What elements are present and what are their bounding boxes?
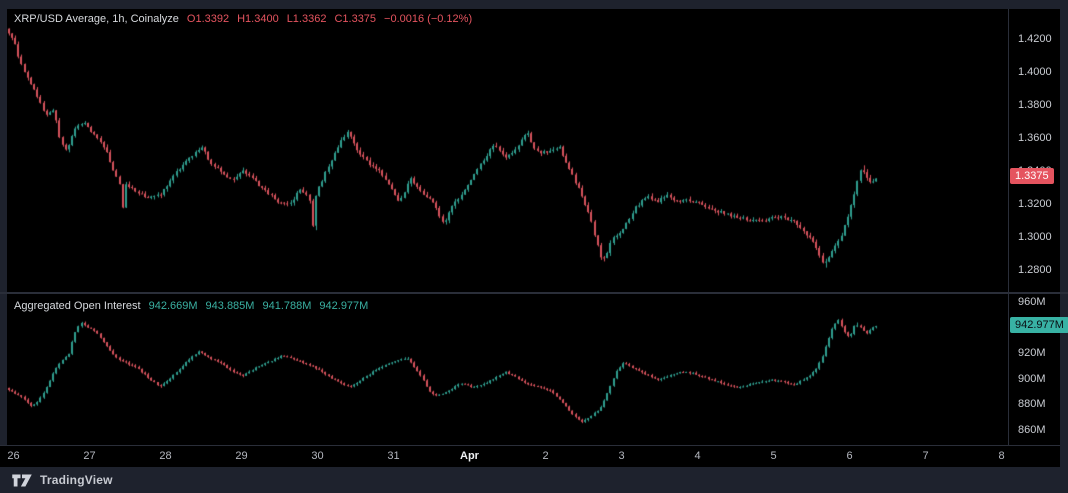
right-scroll-strip bbox=[1060, 0, 1068, 467]
oi-pane-legend: Aggregated Open Interest 942.669M 943.88… bbox=[14, 300, 368, 312]
symbol-title[interactable]: XRP/USD Average, 1h, Coinalyze bbox=[14, 13, 179, 25]
oi-axis-label: 880M bbox=[1018, 398, 1046, 410]
tradingview-brand-text[interactable]: TradingView bbox=[40, 473, 113, 487]
price-axis[interactable]: 1.42001.40001.38001.36001.34001.32001.30… bbox=[1008, 9, 1061, 445]
footer-bar: TradingView bbox=[0, 467, 1068, 493]
time-axis-label: 4 bbox=[694, 450, 701, 462]
time-axis-label: 26 bbox=[7, 450, 20, 462]
ohlc-low: L1.3362 bbox=[286, 13, 327, 25]
ohlc-close: C1.3375 bbox=[334, 13, 377, 25]
time-axis-label: 8 bbox=[998, 450, 1005, 462]
price-axis-label: 1.4200 bbox=[1018, 33, 1052, 45]
pane-separator[interactable] bbox=[0, 292, 1068, 294]
price-axis-label: 1.3200 bbox=[1018, 198, 1052, 210]
oi-title[interactable]: Aggregated Open Interest bbox=[14, 300, 141, 312]
price-axis-label: 1.3800 bbox=[1018, 99, 1052, 111]
time-axis-label: 31 bbox=[387, 450, 400, 462]
time-axis-label: 6 bbox=[846, 450, 853, 462]
left-toolbar-strip bbox=[0, 0, 7, 467]
time-axis-label: 2 bbox=[542, 450, 549, 462]
time-axis-label: 28 bbox=[159, 450, 172, 462]
tradingview-logo-icon[interactable] bbox=[11, 473, 33, 488]
price-change: −0.0016 (−0.12%) bbox=[384, 13, 473, 25]
price-axis-label: 1.3600 bbox=[1018, 132, 1052, 144]
time-axis[interactable]: 26 27 28 29 30 31 Apr 2 3 4 5 6 7 8 bbox=[0, 445, 1060, 468]
oi-value-high: 943.885M bbox=[205, 300, 255, 312]
top-toolbar-strip bbox=[0, 0, 1068, 9]
time-axis-label: 5 bbox=[770, 450, 777, 462]
price-axis-label: 1.3000 bbox=[1018, 231, 1052, 243]
oi-axis-label: 900M bbox=[1018, 372, 1046, 385]
ohlc-open: O1.3392 bbox=[186, 13, 230, 25]
ohlc-high: H1.3400 bbox=[237, 13, 279, 25]
price-axis-label: 1.4000 bbox=[1018, 66, 1052, 78]
time-axis-label: 29 bbox=[235, 450, 248, 462]
last-oi-badge: 942.977M bbox=[1010, 316, 1068, 333]
price-pane-legend: XRP/USD Average, 1h, Coinalyze O1.3392 H… bbox=[14, 13, 472, 25]
time-axis-label: 30 bbox=[311, 450, 324, 462]
oi-axis-label: 860M bbox=[1018, 423, 1046, 436]
time-axis-label: 27 bbox=[83, 450, 96, 462]
oi-axis-label: 920M bbox=[1018, 347, 1046, 359]
last-price-badge: 1.3375 bbox=[1010, 168, 1054, 185]
oi-value-open: 942.669M bbox=[148, 300, 198, 312]
oi-value-last: 942.977M bbox=[319, 300, 369, 312]
price-axis-label: 1.2800 bbox=[1018, 264, 1052, 276]
oi-axis-label: 960M bbox=[1018, 296, 1046, 308]
time-axis-label: Apr bbox=[460, 450, 479, 462]
time-axis-label: 3 bbox=[618, 450, 625, 462]
time-axis-label: 7 bbox=[922, 450, 929, 462]
oi-value-low: 941.788M bbox=[262, 300, 312, 312]
